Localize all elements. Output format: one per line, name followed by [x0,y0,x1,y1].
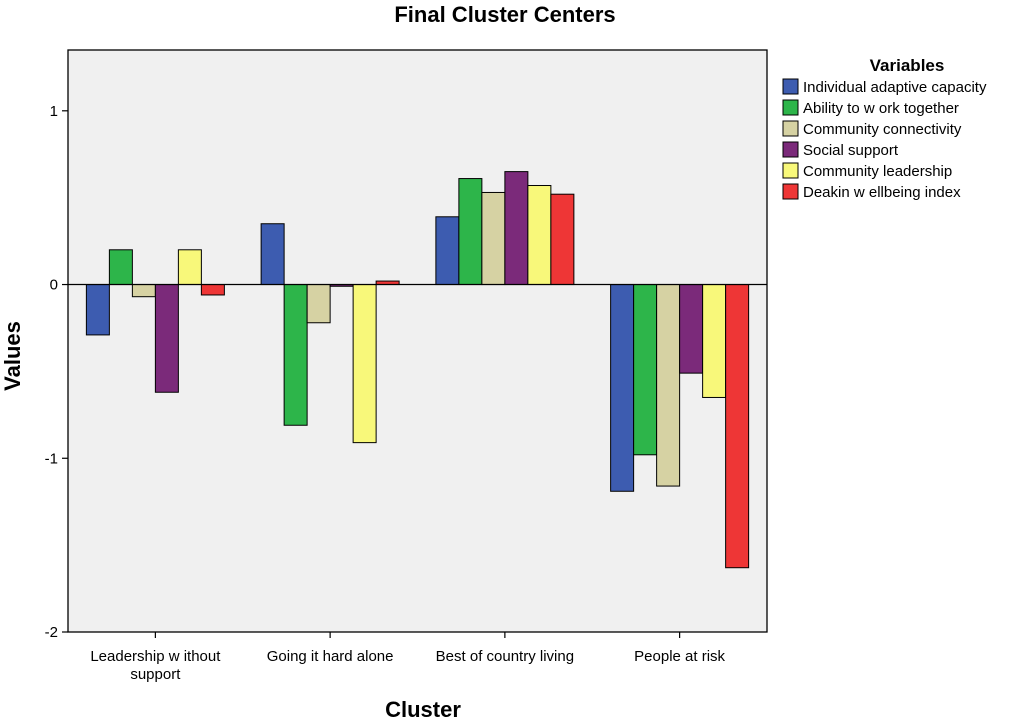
bar [610,284,635,492]
bar [702,284,727,398]
bar [527,185,552,286]
legend-swatch [782,99,799,116]
legend-label: Individual adaptive capacity [803,79,987,96]
x-tick-label: Going it hard alone [267,648,394,665]
y-tick-label: -2 [45,624,58,641]
bar [656,284,681,487]
bar [458,178,483,286]
bar [725,284,750,569]
bar [435,216,460,286]
bar [481,191,506,286]
bar [200,284,225,296]
bar [306,284,331,324]
legend-swatch [782,183,799,200]
bar [260,223,285,286]
bar [679,284,704,374]
bar [108,249,133,286]
legend-swatch [782,120,799,137]
x-axis: Leadership w ithout support Going it hard … [90,632,726,683]
legend-title: Variables [870,56,945,75]
y-axis-title: Values [0,321,25,391]
legend: Variables Individual adaptive capacity Ab… [782,56,987,201]
x-axis-title: Cluster [385,697,461,720]
bar [131,284,156,298]
legend-swatch [782,78,799,95]
legend-swatch [782,162,799,179]
x-tick-label: People at risk [634,648,725,665]
x-tick-label: Leadership w ithout support [90,648,221,683]
legend-label: Community leadership [803,163,952,180]
legend-label: Community connectivity [803,121,962,138]
x-tick-label: Best of country living [436,648,574,665]
y-axis: -2 -1 0 1 [45,103,68,641]
y-tick-label: -1 [45,450,58,467]
chart-title: Final Cluster Centers [394,2,615,27]
y-tick-label: 1 [50,103,58,120]
bar [504,171,529,286]
bar [154,284,179,393]
bar [283,284,308,426]
y-tick-label: 0 [50,277,58,294]
legend-swatch [782,141,799,158]
bar [550,193,575,286]
legend-label: Ability to w ork together [803,100,959,117]
bar [633,284,658,456]
legend-label: Deakin w ellbeing index [803,184,961,201]
legend-label: Social support [803,142,899,159]
bar [352,284,377,444]
bars-layer [68,171,767,569]
bar [85,284,110,336]
bar [177,249,202,286]
